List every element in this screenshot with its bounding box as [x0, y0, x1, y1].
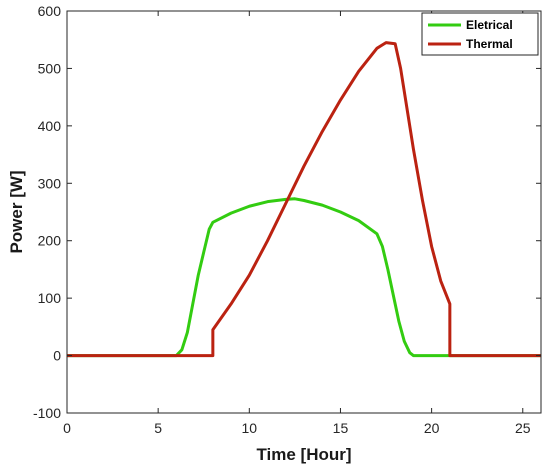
legend-label-thermal: Thermal	[466, 37, 513, 51]
legend-box	[421, 12, 539, 56]
y-tick-label: 600	[38, 3, 62, 19]
y-axis-label: Power [W]	[7, 170, 26, 253]
series-layer	[67, 41, 541, 358]
x-axis-label: Time [Hour]	[256, 445, 351, 464]
y-tick-label: -100	[33, 405, 61, 421]
series-line-thermal	[67, 41, 541, 358]
x-tick-label: 25	[515, 420, 531, 436]
x-tick-label: 10	[242, 420, 258, 436]
y-tick-label: 200	[38, 233, 62, 249]
y-tick-label: 500	[38, 60, 62, 76]
x-tick-label: 5	[154, 420, 162, 436]
plot-area	[67, 11, 541, 413]
legend-label-eletrical: Eletrical	[466, 18, 513, 32]
x-tick-label: 15	[333, 420, 349, 436]
x-tick-label: 0	[63, 420, 71, 436]
plot-frame	[66, 10, 542, 414]
x-tick-label: 20	[424, 420, 440, 436]
legend: Eletrical Thermal	[421, 12, 539, 56]
y-tick-label: 0	[53, 348, 61, 364]
series-line-eletrical	[67, 197, 541, 358]
y-tick-label: 100	[38, 290, 62, 306]
y-tick-label: 400	[38, 118, 62, 134]
y-tick-label: 300	[38, 175, 62, 191]
